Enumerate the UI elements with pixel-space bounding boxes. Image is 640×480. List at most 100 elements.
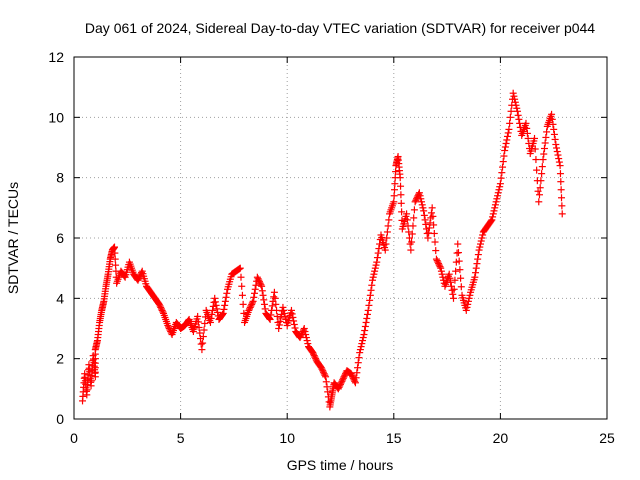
data-point [207, 314, 215, 322]
data-point [397, 191, 405, 199]
data-point [323, 383, 331, 391]
data-point [466, 291, 474, 299]
data-point [408, 238, 416, 246]
data-point [447, 278, 455, 286]
data-point [411, 198, 419, 206]
data-point [266, 315, 274, 323]
data-point [112, 261, 120, 269]
data-point [238, 282, 246, 290]
data-point [523, 129, 531, 137]
x-tick-label: 5 [177, 430, 185, 446]
data-point [513, 104, 521, 112]
data-point [505, 125, 513, 133]
data-points [79, 89, 566, 411]
data-point [531, 145, 539, 153]
data-point [157, 303, 165, 311]
data-point [223, 289, 231, 297]
data-point [496, 183, 504, 191]
data-point [398, 208, 406, 216]
data-point [405, 234, 413, 242]
data-point [478, 234, 486, 242]
data-point [199, 333, 207, 341]
data-point [415, 189, 423, 197]
data-point [338, 377, 346, 385]
data-point [366, 291, 374, 299]
data-point [553, 144, 561, 152]
data-point [253, 273, 261, 281]
data-point [267, 311, 275, 319]
data-point [436, 263, 444, 271]
data-point [362, 318, 370, 326]
data-point [281, 312, 289, 320]
data-point [396, 174, 404, 182]
data-point [356, 349, 364, 357]
data-point [412, 196, 420, 204]
data-point [365, 301, 373, 309]
data-point [427, 209, 435, 217]
data-point [410, 206, 418, 214]
data-point [367, 286, 375, 294]
data-point [489, 210, 497, 218]
data-point [491, 204, 499, 212]
data-point [353, 369, 361, 377]
data-point [555, 158, 563, 166]
data-point [111, 255, 119, 263]
data-point [354, 364, 362, 372]
data-point [511, 95, 519, 103]
data-point [200, 326, 208, 334]
data-point [501, 147, 509, 155]
data-point [369, 273, 377, 281]
data-point [254, 275, 262, 283]
data-point [475, 246, 483, 254]
data-point [430, 221, 438, 229]
x-tick-label: 0 [70, 430, 78, 446]
grid-lines [74, 57, 607, 419]
x-tick-label: 10 [279, 430, 295, 446]
data-point [516, 119, 524, 127]
data-point [464, 300, 472, 308]
data-point [355, 354, 363, 362]
data-point [523, 124, 531, 132]
data-point [543, 128, 551, 136]
data-point [211, 294, 219, 302]
data-point [504, 132, 512, 140]
data-point [390, 198, 398, 206]
data-point [488, 216, 496, 224]
data-point [533, 166, 541, 174]
data-point [359, 337, 367, 345]
data-point [322, 378, 330, 386]
data-point [446, 274, 454, 282]
data-point [555, 155, 563, 163]
data-point [359, 334, 367, 342]
data-point [504, 129, 512, 137]
chart-title: Day 061 of 2024, Sidereal Day-to-day VTE… [85, 20, 595, 36]
data-point [507, 107, 515, 115]
data-point [277, 314, 285, 322]
data-point [535, 191, 543, 199]
data-point [552, 140, 560, 148]
data-point [201, 319, 209, 327]
data-point [500, 152, 508, 160]
data-point [354, 359, 362, 367]
data-point [435, 261, 443, 269]
data-point [496, 180, 504, 188]
data-point [510, 92, 518, 100]
data-point [309, 350, 317, 358]
data-point [157, 305, 165, 313]
data-point [236, 264, 244, 272]
data-point [303, 337, 311, 345]
data-point [322, 373, 330, 381]
data-point [506, 119, 514, 127]
data-point [311, 353, 319, 361]
data-point [221, 301, 229, 309]
data-point [220, 305, 228, 313]
data-point [477, 237, 485, 245]
data-point [312, 355, 320, 363]
data-point [383, 228, 391, 236]
data-point [250, 293, 258, 301]
data-point [212, 301, 220, 309]
data-point [513, 107, 521, 115]
data-point [165, 323, 173, 331]
data-point [392, 168, 400, 176]
data-point [509, 89, 517, 97]
